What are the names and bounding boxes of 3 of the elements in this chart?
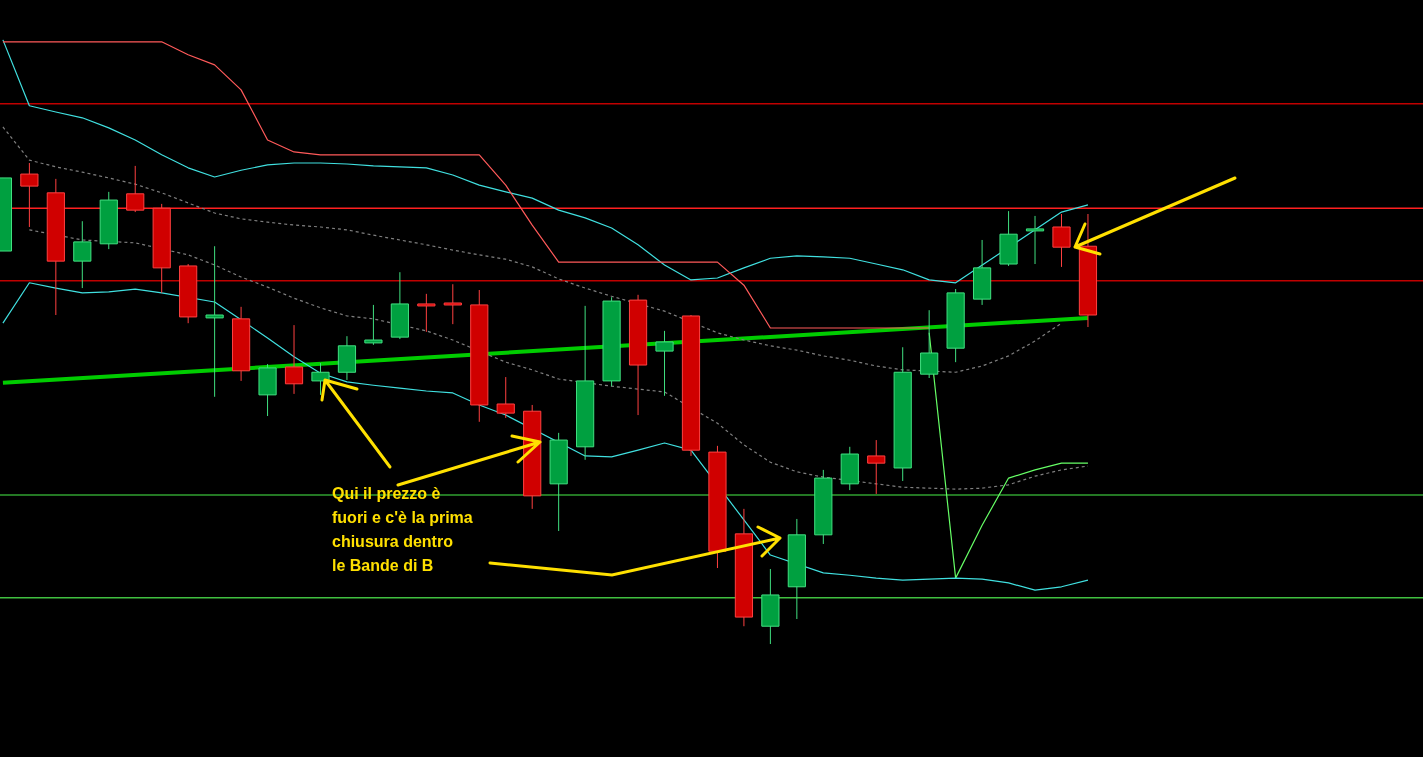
annotation: Qui il prezzo è fuori e c'è la prima chiusura dentro le Bande di B bbox=[332, 484, 473, 576]
candlestick bbox=[655, 330, 674, 397]
candlestick bbox=[126, 165, 145, 213]
